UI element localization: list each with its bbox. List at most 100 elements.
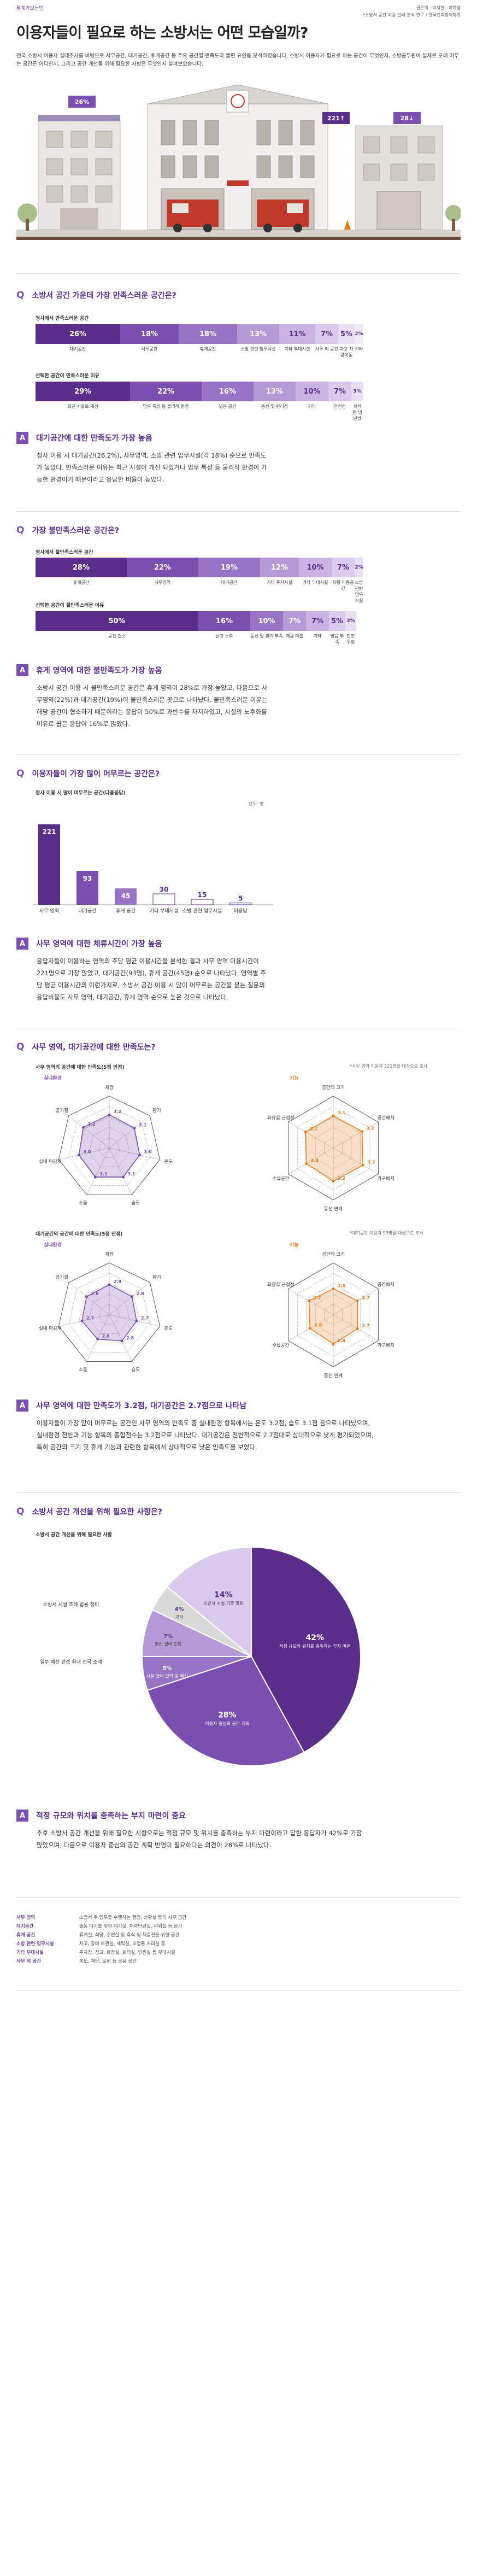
radar-point (356, 1299, 359, 1302)
section1-question: Q 소방서 공간 가운데 가장 만족스러운 공간은? (16, 290, 176, 301)
radar-axis-label: 수납공간 (272, 1176, 289, 1182)
bar (115, 888, 137, 905)
radar-point (332, 1180, 335, 1183)
divider (16, 1492, 461, 1493)
radar-axis (68, 1115, 110, 1149)
radar-point (356, 1327, 359, 1331)
s3-answer-title: A 사무 영역에 대한 체류시간이 가장 높음 (16, 938, 162, 950)
bar-segment-label: 사무 외 공간 (315, 347, 338, 352)
radar-value-label: 3.2 (114, 1109, 121, 1114)
bar-segment: 16% (198, 611, 250, 631)
glossary-desc: 소방서 주 업무를 수행하는 행정, 상황실 등의 사무 공간 (79, 1915, 187, 1921)
radar-value-label: 3.0 (83, 1150, 91, 1155)
bar-segment-label: 휴게공간 (73, 580, 90, 585)
bar-segment-label: 기타 주차시설 (267, 580, 292, 585)
radar-value-label: 2.8 (91, 1291, 99, 1296)
s2-bar2-labels: 공간 협소 낡고 노후 동선 및 환기 부족 채광 미흡 기타 방음 부족 안전 위험 (36, 631, 356, 645)
pie-slice-label: 기타 (175, 1614, 184, 1619)
radar-axis-label: 소음 (79, 1201, 87, 1206)
radar-value-label: 2.7 (362, 1324, 369, 1328)
glossary-desc: 차고, 장비 보관실, 세탁실, 오염물 처리실 등 (79, 1941, 166, 1947)
bar-segment-label: 대기공간 (221, 580, 238, 585)
s3-answer: 응답자들이 이용하는 영역의 주당 평균 이용시간을 분석한 결과 사무 영역 … (37, 957, 266, 1001)
glossary-row: 기타 부대시설 주차장, 창고, 화장실, 회의실, 민원실 등 부대시설 (16, 1948, 461, 1957)
waiting-radar-chart: 채광 2.9 환기 2.8 온도 2.7 습도 2.8 소음 2.6 실내 마감재 2.7 공기질 2.8… (39, 1251, 394, 1379)
pie-value-label: 5% (162, 1665, 172, 1671)
bar-value-label: 93 (83, 875, 92, 882)
radar-value-label: 3.1 (128, 1172, 136, 1176)
bar-segment: 10% (250, 611, 283, 631)
radar-value-label: 3.2 (367, 1126, 374, 1131)
pie-slice-label: 소방서 시설 기준 마련 (203, 1600, 244, 1606)
bar-segment-label: 기타 부대시설 (284, 347, 310, 352)
radar-axis (333, 1122, 379, 1149)
radar-axis-label: 공기질 (55, 1274, 68, 1280)
bar-segment-label: 안전 위험 (346, 634, 355, 645)
radar-axis-label: 동선 연계 (324, 1206, 343, 1212)
radar-point (133, 1126, 136, 1129)
bar-segment-label: 기타 (308, 404, 316, 409)
bar-segment: 7% (315, 324, 338, 344)
answer-icon: A (16, 1810, 28, 1822)
bar-segment-label: 차고 차량이동 (339, 347, 354, 358)
radar-point (108, 1283, 111, 1286)
glossary-desc: 휴게실, 식당, 수면실 등 휴식 및 재충전을 위한 공간 (79, 1933, 180, 1938)
glossary-term: 대기공간 (16, 1924, 34, 1929)
bar-segment-label: 기타 (313, 634, 322, 639)
radar-value-label: 2.5 (338, 1284, 346, 1289)
radar-axis-label: 습도 (131, 1367, 140, 1373)
glossary-row: 소방 관련 업무시설 차고, 장비 보관실, 세탁실, 오염물 처리실 등 (16, 1940, 461, 1948)
radar-point (361, 1130, 364, 1133)
radar-axis (288, 1122, 334, 1149)
category-label: 사무 영역 (39, 908, 59, 914)
bar-value-label: 221 (42, 828, 56, 836)
bar-segment-label: 대기공간 (69, 347, 86, 352)
radar-value-label: 2.8 (126, 1336, 134, 1340)
bar-segment: 7% (328, 382, 351, 401)
bar-segment: 18% (179, 324, 237, 344)
pie-slice-label: 시설 관리 인력 및 예산 (146, 1673, 189, 1678)
bar-segment: 12% (260, 558, 299, 577)
s1-answer-title: A 대기공간에 대한 만족도가 가장 높음 (16, 432, 152, 444)
radar-point (332, 1287, 335, 1290)
bar-segment-label: 채광 미흡 (286, 634, 303, 639)
radar-point (85, 1295, 88, 1298)
radar-axis (58, 1314, 110, 1327)
radar-value-label: 2.8 (338, 1338, 346, 1343)
s4-sub-office: 사무 영역의 공간에 대한 만족도(5점 만점) (36, 1065, 125, 1070)
radar-axis-label: 가구배치 (377, 1176, 394, 1182)
radar-axis-label: 수납공간 (272, 1343, 289, 1349)
pie-left-label1: 소방서 시설 조례 법률 정비 (43, 1602, 99, 1608)
s1-answer: 청사 이용 시 대기공간(26.2%), 사무영역, 소방 관련 업무시설(각 … (37, 452, 267, 483)
radar-value-label: 2.7 (141, 1315, 149, 1320)
s2-bar1: 28% 22% 19% 12% 10% 7% 2% (36, 558, 363, 577)
question-icon: Q (16, 1041, 25, 1052)
glossary-desc: 주차장, 창고, 화장실, 회의실, 민원실 등 부대시설 (79, 1950, 175, 1956)
category-label: 기타 부대시설 (150, 908, 179, 914)
bar-segment: 10% (299, 558, 332, 577)
radar-grid (99, 1137, 120, 1158)
radar-grid (68, 1273, 150, 1353)
radar-point (135, 1319, 138, 1322)
bar-segment: 5% (338, 324, 355, 344)
bar-segment-label: 기타 (355, 347, 363, 352)
radar-axis (58, 1148, 110, 1160)
stay-bar-chart: 221 사무 영역 93 대기공간 45 휴게 공간 30 기타 부대시설 15 소방 관련 업무… (33, 824, 273, 914)
radar-point (332, 1114, 335, 1117)
answer-icon: A (16, 938, 28, 950)
answer-icon: A (16, 1400, 28, 1412)
radar-axis-label: 화장실 근접성 (267, 1282, 295, 1288)
radar-axis-label: 채광 (105, 1251, 114, 1257)
radar-axis-label: 습도 (131, 1201, 140, 1206)
radar-value-label: 2.7 (362, 1295, 369, 1300)
bar-segment: 7% (332, 558, 355, 577)
bar-segment-label: 휴게공간 (199, 347, 216, 352)
bar-segment-label: 사무영역 (154, 580, 171, 585)
bar-segment-label: 업무 특성 등 물리적 환경 (143, 404, 189, 409)
answer-icon: A (16, 432, 28, 444)
radar-axis-label: 실내 마감재 (39, 1159, 62, 1165)
radar-point (308, 1299, 311, 1302)
bar (76, 871, 98, 905)
radar-point (93, 1175, 97, 1179)
s1-bar1-labels: 대기공간 사무공간 휴게공간 소방 관련 업무시설 기타 부대시설 사무 외 공간 차고 차… (36, 344, 363, 358)
